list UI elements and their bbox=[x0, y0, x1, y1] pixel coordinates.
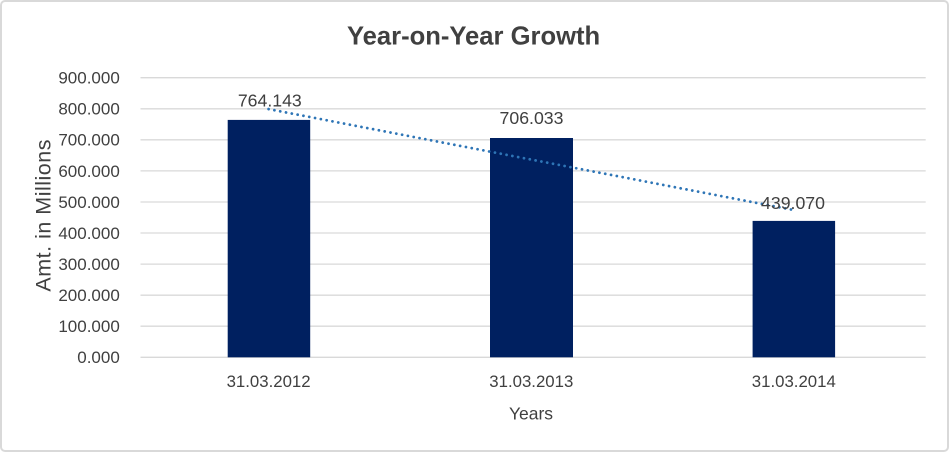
svg-text:200.000: 200.000 bbox=[58, 286, 119, 305]
svg-text:900.000: 900.000 bbox=[58, 69, 119, 88]
svg-text:100.000: 100.000 bbox=[58, 317, 119, 336]
svg-text:600.000: 600.000 bbox=[58, 162, 119, 181]
svg-text:31.03.2014: 31.03.2014 bbox=[752, 372, 836, 391]
svg-text:800.000: 800.000 bbox=[58, 100, 119, 119]
svg-text:400.000: 400.000 bbox=[58, 224, 119, 243]
svg-text:764.143: 764.143 bbox=[238, 90, 302, 110]
svg-text:500.000: 500.000 bbox=[58, 193, 119, 212]
svg-text:Amt. in Millions: Amt. in Millions bbox=[31, 139, 55, 292]
svg-text:706.033: 706.033 bbox=[500, 108, 564, 128]
svg-text:300.000: 300.000 bbox=[58, 255, 119, 274]
svg-text:0.000: 0.000 bbox=[77, 348, 120, 367]
svg-text:31.03.2012: 31.03.2012 bbox=[227, 372, 311, 391]
svg-text:439.070: 439.070 bbox=[761, 193, 825, 213]
svg-text:Year-on-Year Growth: Year-on-Year Growth bbox=[347, 23, 600, 51]
svg-text:31.03.2013: 31.03.2013 bbox=[489, 372, 573, 391]
svg-text:700.000: 700.000 bbox=[58, 131, 119, 150]
svg-text:Years: Years bbox=[509, 403, 553, 423]
